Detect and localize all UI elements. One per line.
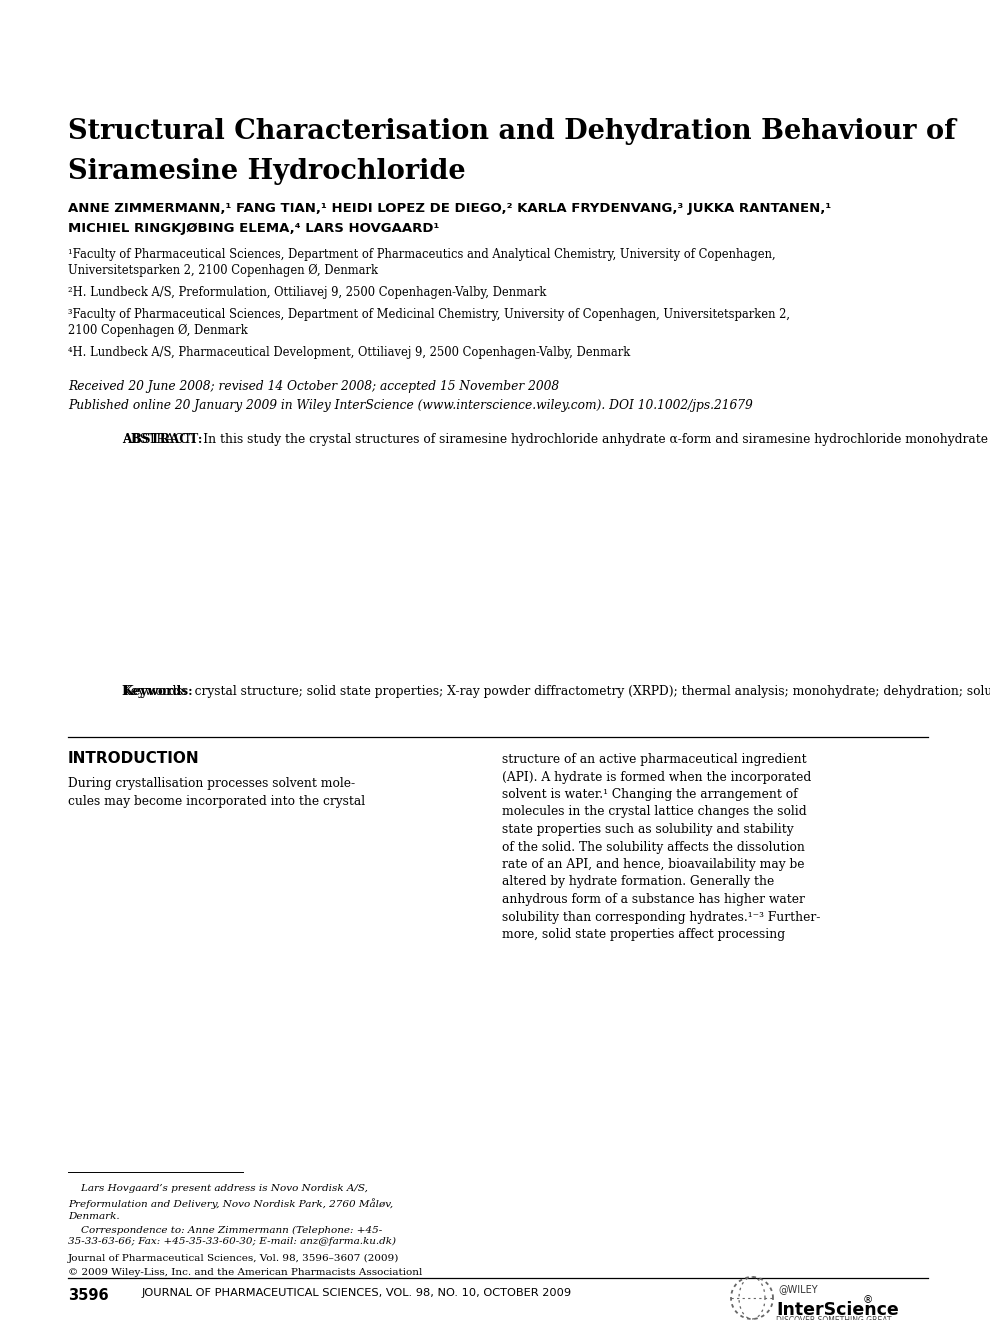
Text: INTRODUCTION: INTRODUCTION [68,751,200,766]
Text: ABSTRACT:: ABSTRACT: [122,433,202,446]
Text: © 2009 Wiley-Liss, Inc. and the American Pharmacists Associationl: © 2009 Wiley-Liss, Inc. and the American… [68,1269,423,1276]
Text: @WILEY: @WILEY [778,1284,818,1294]
Text: ³Faculty of Pharmaceutical Sciences, Department of Medicinal Chemistry, Universi: ³Faculty of Pharmaceutical Sciences, Dep… [68,308,790,321]
Text: JOURNAL OF PHARMACEUTICAL SCIENCES, VOL. 98, NO. 10, OCTOBER 2009: JOURNAL OF PHARMACEUTICAL SCIENCES, VOL.… [142,1288,572,1298]
Text: During crystallisation processes solvent mole-
cules may become incorporated int: During crystallisation processes solvent… [68,777,365,808]
Text: Universitetsparken 2, 2100 Copenhagen Ø, Denmark: Universitetsparken 2, 2100 Copenhagen Ø,… [68,264,378,277]
Text: ®: ® [863,1295,873,1305]
Text: ANNE ZIMMERMANN,¹ FANG TIAN,¹ HEIDI LOPEZ DE DIEGO,² KARLA FRYDENVANG,³ JUKKA RA: ANNE ZIMMERMANN,¹ FANG TIAN,¹ HEIDI LOPE… [68,202,832,215]
Text: Correspondence to: Anne Zimmermann (Telephone: +45-
35-33-63-66; Fax: +45-35-33-: Correspondence to: Anne Zimmermann (Tele… [68,1226,396,1246]
Text: MICHIEL RINGKJØBING ELEMA,⁴ LARS HOVGAARD¹: MICHIEL RINGKJØBING ELEMA,⁴ LARS HOVGAAR… [68,222,440,235]
Text: Denmark.: Denmark. [68,1212,120,1221]
Text: Received 20 June 2008; revised 14 October 2008; accepted 15 November 2008: Received 20 June 2008; revised 14 Octobe… [68,380,559,393]
Text: Journal of Pharmaceutical Sciences, Vol. 98, 3596–3607 (2009): Journal of Pharmaceutical Sciences, Vol.… [68,1254,399,1263]
Text: Structural Characterisation and Dehydration Behaviour of: Structural Characterisation and Dehydrat… [68,117,956,145]
Text: 2100 Copenhagen Ø, Denmark: 2100 Copenhagen Ø, Denmark [68,323,248,337]
Text: ²H. Lundbeck A/S, Preformulation, Ottiliavej 9, 2500 Copenhagen-Valby, Denmark: ²H. Lundbeck A/S, Preformulation, Ottili… [68,286,546,300]
Text: ABSTRACT:  In this study the crystal structures of siramesine hydrochloride anhy: ABSTRACT: In this study the crystal stru… [122,433,990,446]
Text: Siramesine Hydrochloride: Siramesine Hydrochloride [68,158,465,185]
Text: Preformulation and Delivery, Novo Nordisk Park, 2760 Måløv,: Preformulation and Delivery, Novo Nordis… [68,1199,393,1209]
Text: Published online 20 January 2009 in Wiley InterScience (www.interscience.wiley.c: Published online 20 January 2009 in Wile… [68,399,752,412]
Text: InterScience: InterScience [776,1302,899,1319]
Text: Keywords:: Keywords: [122,685,193,697]
Text: Lars Hovgaard’s present address is Novo Nordisk A/S,: Lars Hovgaard’s present address is Novo … [68,1184,368,1193]
Text: 3596: 3596 [68,1288,109,1303]
Text: ⁴H. Lundbeck A/S, Pharmaceutical Development, Ottiliavej 9, 2500 Copenhagen-Valb: ⁴H. Lundbeck A/S, Pharmaceutical Develop… [68,346,631,359]
Text: DISCOVER SOMETHING GREAT: DISCOVER SOMETHING GREAT [776,1316,892,1320]
Text: Keywords:  crystal structure; solid state properties; X-ray powder diffractometr: Keywords: crystal structure; solid state… [122,685,990,697]
Text: ¹Faculty of Pharmaceutical Sciences, Department of Pharmaceutics and Analytical : ¹Faculty of Pharmaceutical Sciences, Dep… [68,248,775,261]
Text: structure of an active pharmaceutical ingredient
(API). A hydrate is formed when: structure of an active pharmaceutical in… [502,752,821,941]
